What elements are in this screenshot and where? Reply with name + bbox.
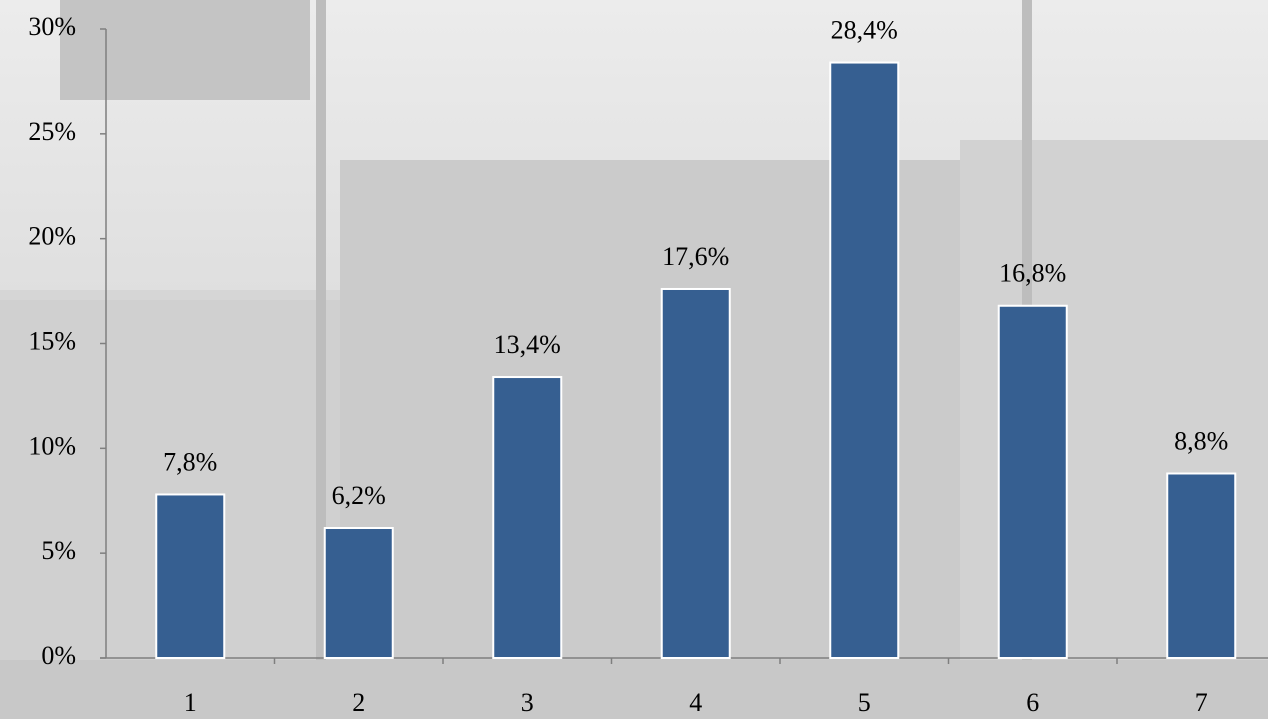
bar bbox=[662, 289, 730, 658]
y-tick-label: 0% bbox=[41, 641, 76, 670]
bar bbox=[999, 306, 1067, 658]
bar bbox=[325, 528, 393, 658]
x-tick-label: 7 bbox=[1195, 688, 1208, 717]
value-label: 17,6% bbox=[662, 242, 729, 271]
x-tick-label: 3 bbox=[521, 688, 534, 717]
y-tick-label: 10% bbox=[28, 431, 76, 460]
y-tick-label: 25% bbox=[28, 117, 76, 146]
x-tick-label: 5 bbox=[858, 688, 871, 717]
bar bbox=[830, 63, 898, 658]
x-tick-label: 4 bbox=[689, 688, 702, 717]
x-tick-label: 6 bbox=[1026, 688, 1039, 717]
value-label: 13,4% bbox=[494, 330, 561, 359]
value-label: 7,8% bbox=[163, 447, 217, 476]
x-tick-label: 1 bbox=[184, 688, 197, 717]
value-label: 8,8% bbox=[1174, 426, 1228, 455]
chart: 0% 5% 10% 15% 20% 25% 30% 1 7,8% 2 6,2% 3 13,4% 4 17,6… bbox=[0, 0, 1268, 719]
bar bbox=[156, 494, 224, 658]
bar bbox=[493, 377, 561, 658]
y-tick-label: 5% bbox=[41, 536, 76, 565]
value-label: 16,8% bbox=[999, 259, 1066, 288]
value-label: 6,2% bbox=[332, 481, 386, 510]
y-tick-label: 30% bbox=[28, 12, 76, 41]
bar bbox=[1167, 473, 1235, 658]
y-tick-label: 20% bbox=[28, 222, 76, 251]
x-tick-label: 2 bbox=[352, 688, 365, 717]
y-tick-label: 15% bbox=[28, 326, 76, 355]
value-label: 28,4% bbox=[831, 16, 898, 45]
